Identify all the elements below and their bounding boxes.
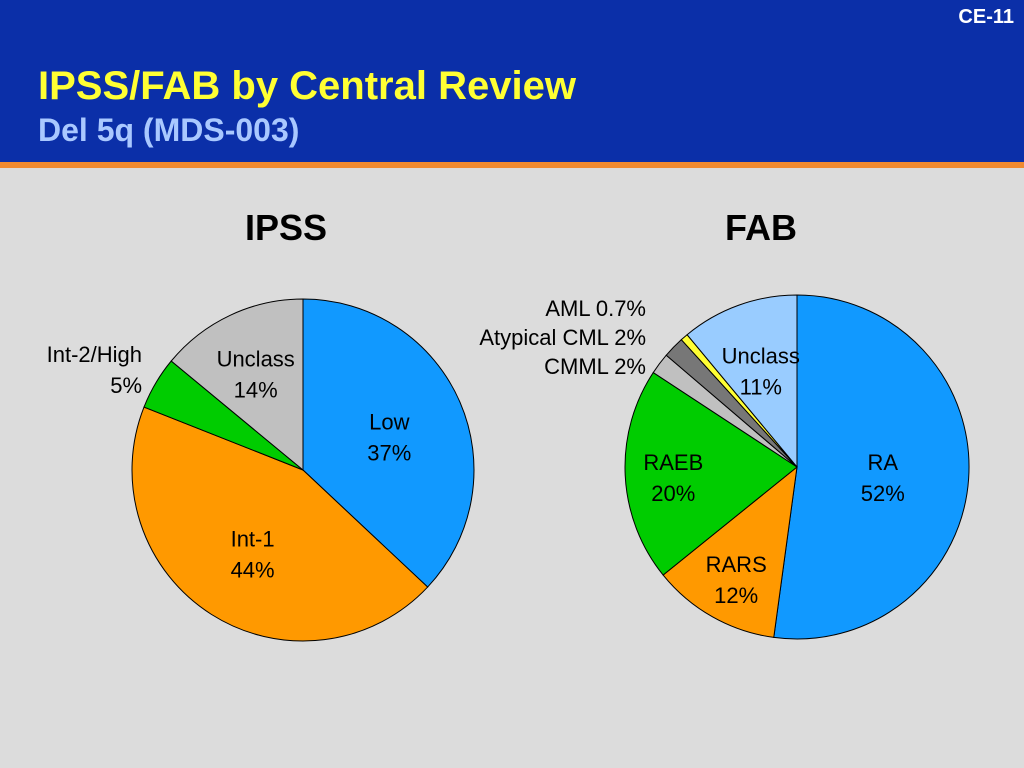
ipss-label-int-1: Int-1 [231,526,275,551]
fab-label-atypical-cml: Atypical CML 2% [479,325,646,350]
fab-label-unclass: Unclass [722,344,800,369]
fab-value-unclass: 11% [740,375,782,400]
ipss-slice-int-1 [131,406,429,642]
fab-slice-unclass [686,294,798,469]
pie-charts: IPSS Low 37% Int-1 44% Int-2/High 5% Unclass 14… [47,207,970,642]
ipss-value-low: 37% [367,441,411,466]
fab-value-raeb: 20% [651,481,695,506]
ipss-label-unclass: Unclass [217,346,295,371]
slide-subtitle: Del 5q (MDS-003) [38,112,300,148]
slide-title: IPSS/FAB by Central Review [38,64,576,108]
slide-id: CE-11 [958,6,1014,28]
ipss-label-int-2-high: Int-2/High [47,342,142,367]
ipss-chart-title: IPSS [245,207,327,248]
fab-slice-rars [662,465,798,638]
slide-header: CE-11 IPSS/FAB by Central Review Del 5q … [0,0,1024,162]
fab-label-aml: AML 0.7% [545,296,646,321]
ipss-label-low: Low [369,410,409,435]
ipss-slice-unclass [170,298,304,472]
fab-label-ra: RA [868,450,899,475]
ipss-pie-chart: IPSS Low 37% Int-1 44% Int-2/High 5% Unclass 14… [47,207,475,642]
fab-label-cmml: CMML 2% [544,354,646,379]
fab-value-ra: 52% [861,481,905,506]
ipss-value-int-1: 44% [231,557,275,582]
fab-slice-raeb [624,371,798,576]
fab-pie-chart: FAB RA 52% RARS 12% RAEB 20% CMML 2% Atypical C… [479,207,970,640]
fab-label-rars: RARS [706,552,767,577]
ipss-value-int-2-high: 5% [110,373,142,398]
ipss-slice-low [302,298,475,588]
fab-slice-ra [773,294,970,640]
fab-value-rars: 12% [714,583,758,608]
fab-label-raeb: RAEB [643,450,703,475]
fab-chart-title: FAB [725,207,797,248]
ipss-value-unclass: 14% [234,377,278,402]
header-divider [0,162,1024,168]
